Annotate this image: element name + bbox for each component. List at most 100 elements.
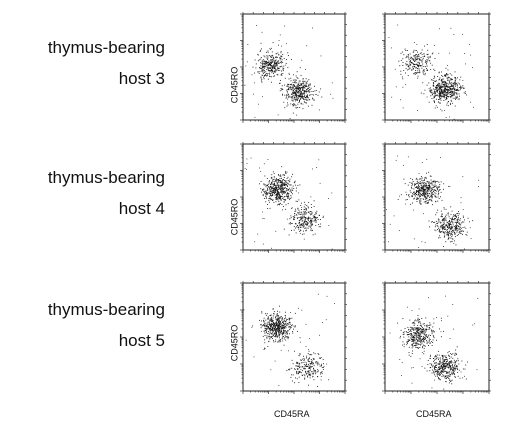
data-point <box>426 65 428 67</box>
data-point <box>315 217 317 218</box>
data-point <box>299 229 301 231</box>
data-point <box>295 107 297 109</box>
data-point <box>298 88 300 90</box>
data-point <box>285 190 287 192</box>
data-point <box>287 189 289 190</box>
data-point <box>424 191 426 193</box>
data-point <box>431 92 433 94</box>
data-point <box>419 336 421 338</box>
data-point <box>311 221 313 223</box>
data-point <box>418 340 420 342</box>
data-point <box>425 199 427 201</box>
data-point <box>416 64 418 66</box>
data-point <box>428 187 430 189</box>
data-point <box>443 367 445 369</box>
data-point <box>303 86 305 88</box>
data-point <box>418 190 420 192</box>
data-point <box>428 334 430 336</box>
data-point <box>278 323 280 325</box>
data-point <box>469 43 470 45</box>
data-point <box>433 222 435 223</box>
data-point <box>308 83 310 85</box>
data-point <box>465 364 467 366</box>
data-point <box>280 60 282 62</box>
data-point <box>455 244 457 246</box>
data-point <box>286 185 288 187</box>
data-point <box>278 316 280 318</box>
data-point <box>277 204 279 206</box>
data-point <box>298 365 299 367</box>
data-point <box>420 182 422 184</box>
data-point <box>318 226 320 228</box>
data-point <box>449 78 451 80</box>
data-point <box>421 191 423 193</box>
data-point <box>302 87 304 89</box>
data-point <box>286 333 288 335</box>
data-point <box>296 85 298 87</box>
data-point <box>449 364 450 366</box>
data-point <box>453 214 454 216</box>
data-point <box>288 317 290 319</box>
data-point <box>271 321 272 323</box>
data-point <box>459 226 461 228</box>
data-point <box>271 81 272 83</box>
data-point <box>456 221 458 223</box>
data-point <box>298 90 300 92</box>
data-point <box>298 209 300 211</box>
data-point <box>445 67 447 69</box>
data-point <box>297 365 299 367</box>
data-point <box>430 200 432 202</box>
data-point <box>310 204 312 205</box>
data-point <box>426 188 428 190</box>
data-point <box>409 67 411 69</box>
data-point <box>273 333 275 335</box>
data-point <box>279 321 281 323</box>
data-point <box>260 324 262 326</box>
data-point <box>418 64 420 66</box>
data-point <box>278 319 280 321</box>
data-point <box>267 188 268 190</box>
data-point <box>304 69 306 70</box>
data-point <box>272 66 274 68</box>
data-point <box>303 90 305 92</box>
data-point <box>281 182 283 183</box>
data-point <box>284 334 286 336</box>
data-point <box>414 192 416 194</box>
data-point <box>448 371 450 373</box>
data-point <box>460 232 462 234</box>
data-point <box>436 188 438 189</box>
data-point <box>306 88 308 90</box>
data-point <box>282 73 284 74</box>
data-point <box>419 59 420 61</box>
data-point <box>429 175 431 177</box>
data-point <box>303 83 304 85</box>
data-point <box>446 375 448 376</box>
data-point <box>282 332 284 334</box>
data-point <box>456 222 458 224</box>
data-point <box>268 67 270 69</box>
data-point <box>289 184 291 186</box>
data-point <box>291 59 292 60</box>
data-point <box>421 341 423 343</box>
data-point <box>448 91 450 93</box>
data-point <box>305 102 307 104</box>
data-point <box>451 367 453 369</box>
data-point <box>420 65 422 66</box>
data-point <box>442 363 444 365</box>
data-point <box>442 360 444 362</box>
data-point <box>267 183 269 185</box>
data-point <box>306 355 308 357</box>
data-point <box>275 185 277 187</box>
data-point <box>410 337 412 339</box>
data-point <box>303 93 305 95</box>
data-point <box>278 174 279 176</box>
data-point <box>420 339 422 341</box>
data-point <box>439 93 441 95</box>
data-point <box>445 366 447 368</box>
data-point <box>431 79 433 81</box>
data-point <box>280 74 282 76</box>
data-point <box>431 330 433 332</box>
data-point <box>405 84 407 86</box>
data-point <box>453 369 455 371</box>
data-point <box>451 241 453 243</box>
